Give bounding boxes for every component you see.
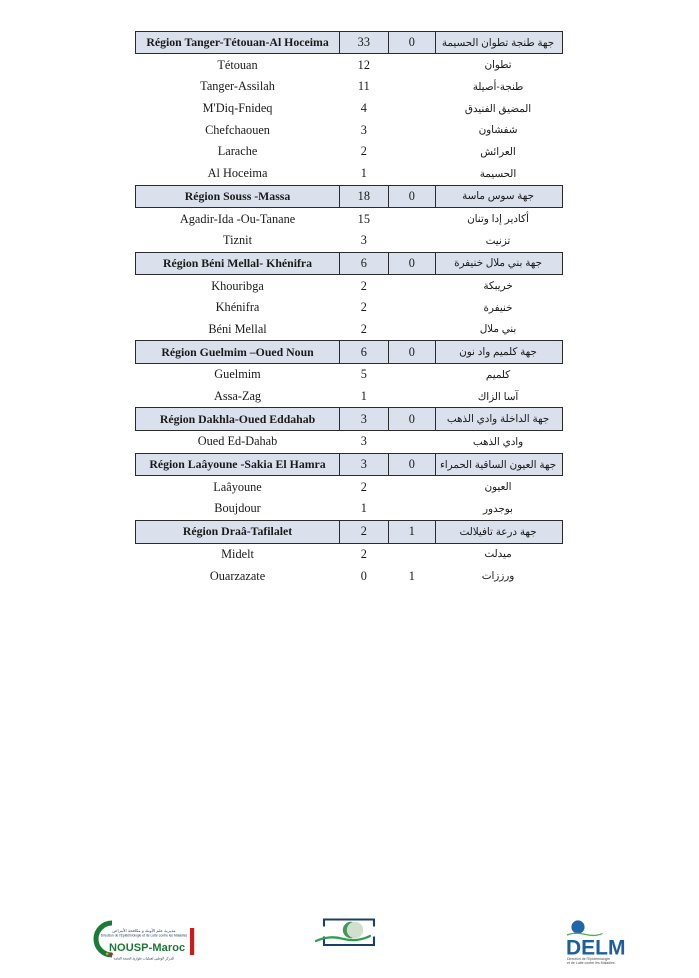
svg-text:et de Lutte contre les Maladie: et de Lutte contre les Maladies	[567, 961, 615, 965]
svg-text:Direction de l'Epidémiologie e: Direction de l'Epidémiologie et de Lutte…	[101, 934, 188, 938]
svg-text:مديرية علم الأوبئة و مكافحة ال: مديرية علم الأوبئة و مكافحة الأمراض	[112, 927, 175, 933]
svg-text:NOUSP-Maroc: NOUSP-Maroc	[109, 942, 185, 954]
svg-text:المركز الوطني لعمليات طوارئ ال: المركز الوطني لعمليات طوارئ الصحة العامة	[114, 957, 175, 961]
